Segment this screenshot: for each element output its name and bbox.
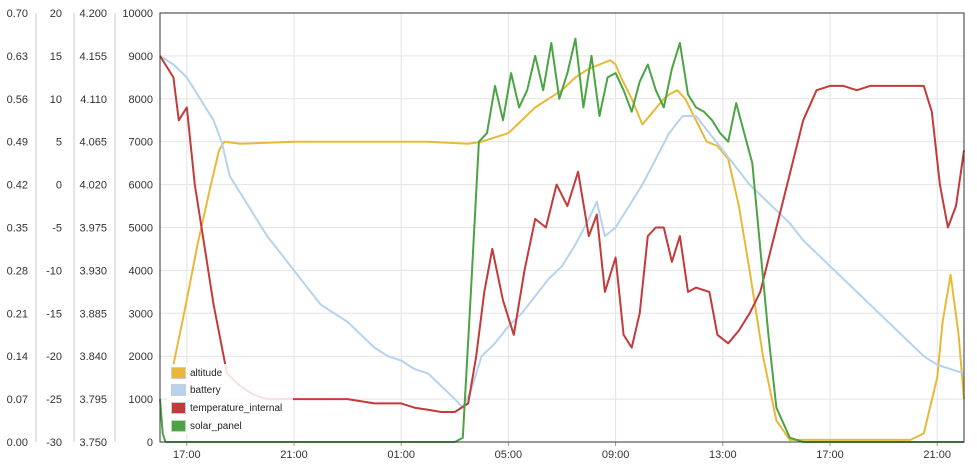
x-tick-label-6: 17:00 [816, 449, 844, 461]
y-axis-1-tick-3: 0.49 [7, 137, 28, 149]
legend-swatch-temperature-internal [171, 402, 186, 414]
legend-item-altitude[interactable]: altitude [171, 366, 222, 380]
y-axis-4-tick-10: 0 [147, 437, 153, 449]
series-line-temperature-internal [159, 55, 965, 413]
y-axis-4-tick-7: 3000 [129, 308, 153, 320]
legend-swatch-altitude [171, 367, 186, 379]
y-axis-4-tick-5: 5000 [129, 223, 153, 235]
y-axis-4-tick-2: 8000 [129, 94, 153, 106]
y-axis-3-tick-4: 4.020 [79, 180, 107, 192]
legend-label-altitude: altitude [190, 367, 223, 379]
series-line-altitude [172, 59, 965, 441]
y-axis-2-tick-2: 10 [50, 94, 62, 106]
series-line-solar-panel [159, 37, 964, 443]
y-axis-1-tick-1: 0.63 [7, 51, 28, 63]
y-axis-3-tick-2: 4.110 [80, 94, 107, 106]
plot-frame [159, 12, 965, 443]
legend-swatch-solar-panel [171, 420, 186, 432]
y-axis-2-tick-0: 20 [50, 8, 62, 20]
x-tick-label-3: 05:00 [495, 449, 523, 461]
y-axis-4-tick-9: 1000 [129, 394, 153, 406]
y-axis-3-tick-8: 3.840 [79, 351, 107, 363]
y-axis-1-tick-6: 0.28 [7, 265, 28, 277]
y-axis-3-tick-7: 3.885 [79, 308, 107, 320]
y-axis-2-tick-10: -30 [46, 437, 62, 449]
x-tick-label-0: 17:00 [173, 449, 201, 461]
y-axis-1-tick-7: 0.21 [7, 308, 28, 320]
y-axis-3-tick-3: 4.065 [79, 137, 107, 149]
y-axis-4-tick-0: 10000 [122, 8, 153, 20]
y-axis-1-tick-9: 0.07 [7, 394, 28, 406]
y-axis-1-tick-4: 0.42 [7, 180, 28, 192]
y-axis-4-tick-4: 6000 [129, 180, 153, 192]
x-tick-label-1: 21:00 [280, 449, 308, 461]
legend-item-battery[interactable]: battery [171, 383, 221, 397]
y-axis-1-tick-2: 0.56 [7, 94, 28, 106]
legend: altitude battery temperature_internal so… [167, 364, 293, 434]
series-line-battery [159, 55, 965, 409]
y-axis-2-tick-9: -25 [46, 394, 62, 406]
y-axis-2-tick-8: -20 [46, 351, 62, 363]
legend-label-solar-panel: solar_panel [190, 420, 242, 432]
y-axis-2-tick-7: -15 [46, 308, 62, 320]
y-axis-1-tick-5: 0.35 [7, 223, 28, 235]
y-axis-2-tick-3: 5 [56, 137, 62, 149]
y-axis-3-tick-10: 3.750 [79, 437, 107, 449]
y-axis-1-tick-8: 0.14 [7, 351, 28, 363]
y-axis-2-tick-1: 15 [50, 51, 62, 63]
y-axis-4-tick-8: 2000 [129, 351, 153, 363]
y-axis-1-tick-0: 0.70 [7, 8, 28, 20]
x-tick-label-5: 13:00 [709, 449, 737, 461]
y-axis-2-tick-4: 0 [56, 180, 62, 192]
y-axis-4-tick-1: 9000 [129, 51, 153, 63]
x-tick-label-4: 09:00 [602, 449, 630, 461]
legend-label-battery: battery [190, 384, 221, 396]
y-axis-3-tick-0: 4.200 [79, 8, 107, 20]
y-axis-4-tick-3: 7000 [129, 137, 153, 149]
y-axis-2-tick-6: -10 [46, 265, 62, 277]
y-axis-3-tick-9: 3.795 [79, 394, 107, 406]
legend-item-temperature-internal[interactable]: temperature_internal [171, 401, 282, 415]
y-axis-3-tick-1: 4.155 [79, 51, 107, 63]
legend-item-solar-panel[interactable]: solar_panel [171, 419, 242, 433]
legend-swatch-battery [171, 384, 186, 396]
y-axis-2-tick-5: -5 [52, 223, 62, 235]
y-axis-3-tick-6: 3.930 [79, 265, 107, 277]
x-tick-label-2: 01:00 [387, 449, 415, 461]
y-axis-4-tick-6: 4000 [129, 265, 153, 277]
x-tick-label-7: 21:00 [923, 449, 951, 461]
y-axis-3-tick-5: 3.975 [79, 223, 107, 235]
y-axis-1-tick-10: 0.00 [7, 437, 28, 449]
legend-label-temperature-internal: temperature_internal [190, 402, 283, 414]
